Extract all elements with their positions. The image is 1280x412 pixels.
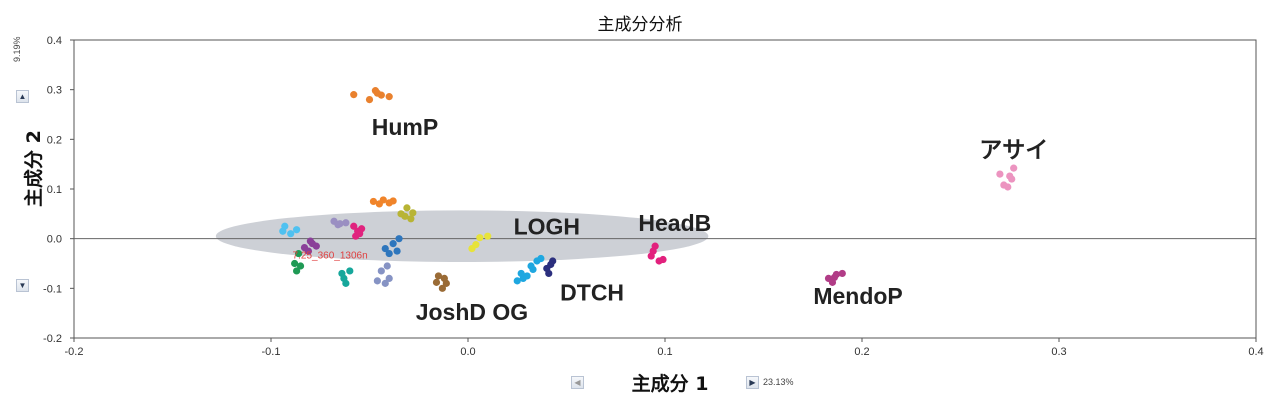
x-tick-label: -0.2 xyxy=(65,346,84,358)
data-point xyxy=(369,197,378,206)
data-point xyxy=(383,262,391,270)
data-point xyxy=(293,267,301,275)
data-point xyxy=(830,273,839,282)
x-axis-label: 主成分 1 xyxy=(631,373,709,395)
data-point xyxy=(1010,164,1018,172)
data-point xyxy=(432,278,441,286)
data-point xyxy=(296,262,305,270)
data-point xyxy=(308,240,316,248)
y-tick-label: 0.0 xyxy=(47,234,62,246)
data-point xyxy=(472,241,480,249)
data-point xyxy=(358,225,366,233)
y-axis-down-button[interactable]: ▼ xyxy=(16,279,29,292)
data-point xyxy=(334,221,342,229)
data-point xyxy=(350,91,358,99)
data-point xyxy=(440,274,448,282)
y-tick-label: -0.1 xyxy=(43,283,62,295)
y-axis-up-button[interactable]: ▲ xyxy=(16,90,29,103)
data-point xyxy=(529,265,537,274)
x-tick-label: 0.1 xyxy=(657,346,672,358)
x-axis-left-button[interactable]: ◀ xyxy=(571,376,584,389)
group-label: LOGH xyxy=(514,213,580,239)
group-label: JoshD OG xyxy=(416,299,528,325)
data-point xyxy=(547,260,555,269)
data-point xyxy=(373,89,381,97)
data-point xyxy=(342,279,350,287)
data-point xyxy=(393,247,401,255)
x-tick-label: -0.1 xyxy=(262,346,281,358)
data-point xyxy=(338,269,346,278)
data-point xyxy=(381,245,389,253)
x-tick-label: 0.4 xyxy=(1248,346,1263,358)
data-point xyxy=(293,226,301,234)
data-point xyxy=(294,249,303,258)
data-point xyxy=(1000,181,1008,189)
data-point xyxy=(996,170,1004,178)
data-point xyxy=(291,259,299,268)
data-point xyxy=(375,200,383,208)
x-tick-label: 0.2 xyxy=(854,346,869,358)
data-point xyxy=(377,267,385,275)
data-point xyxy=(381,279,389,287)
data-point xyxy=(659,255,667,264)
data-point xyxy=(407,215,415,223)
data-point xyxy=(517,269,525,278)
data-point xyxy=(403,204,411,212)
data-point xyxy=(438,284,446,292)
data-point xyxy=(365,96,374,104)
group-label: HumP xyxy=(372,114,438,140)
group-label: アサイ xyxy=(979,136,1048,162)
data-point xyxy=(523,272,531,280)
data-point xyxy=(300,244,309,252)
data-point xyxy=(649,247,657,255)
data-point xyxy=(401,212,409,220)
data-point xyxy=(409,209,417,217)
x-tick-label: 0.3 xyxy=(1051,346,1066,358)
plot-frame xyxy=(73,39,1257,339)
data-point xyxy=(838,269,846,278)
group-label: DTCH xyxy=(560,279,624,305)
data-point xyxy=(389,197,397,205)
x-variance-label: 23.13% xyxy=(763,377,794,387)
data-point xyxy=(476,234,484,242)
y-tick-label: -0.2 xyxy=(43,333,62,345)
data-point xyxy=(350,222,358,230)
data-point xyxy=(1008,175,1016,183)
data-point xyxy=(287,230,295,238)
data-point xyxy=(279,227,287,235)
data-point xyxy=(346,267,354,275)
data-point xyxy=(537,254,545,263)
data-point xyxy=(389,240,397,248)
y-tick-label: 0.4 xyxy=(47,35,62,47)
chart-title: 主成分分析 xyxy=(597,15,683,35)
y-tick-label: 0.3 xyxy=(47,85,62,97)
group-label: MendoP xyxy=(813,283,902,309)
point-annotation: 7.25_360_1306n xyxy=(293,251,368,262)
data-point xyxy=(484,232,492,240)
y-tick-label: 0.1 xyxy=(47,184,62,196)
data-point xyxy=(434,272,443,280)
data-point xyxy=(513,277,521,285)
data-point xyxy=(385,274,393,282)
data-point xyxy=(385,93,393,101)
x-tick-label: 0.0 xyxy=(460,346,475,358)
data-point xyxy=(342,219,350,227)
x-axis-right-button[interactable]: ▶ xyxy=(746,376,759,389)
data-point xyxy=(373,277,381,285)
data-point xyxy=(395,235,403,243)
y-tick-label: 0.2 xyxy=(47,134,62,146)
group-label: HeadB xyxy=(638,210,711,236)
data-point xyxy=(385,249,393,258)
